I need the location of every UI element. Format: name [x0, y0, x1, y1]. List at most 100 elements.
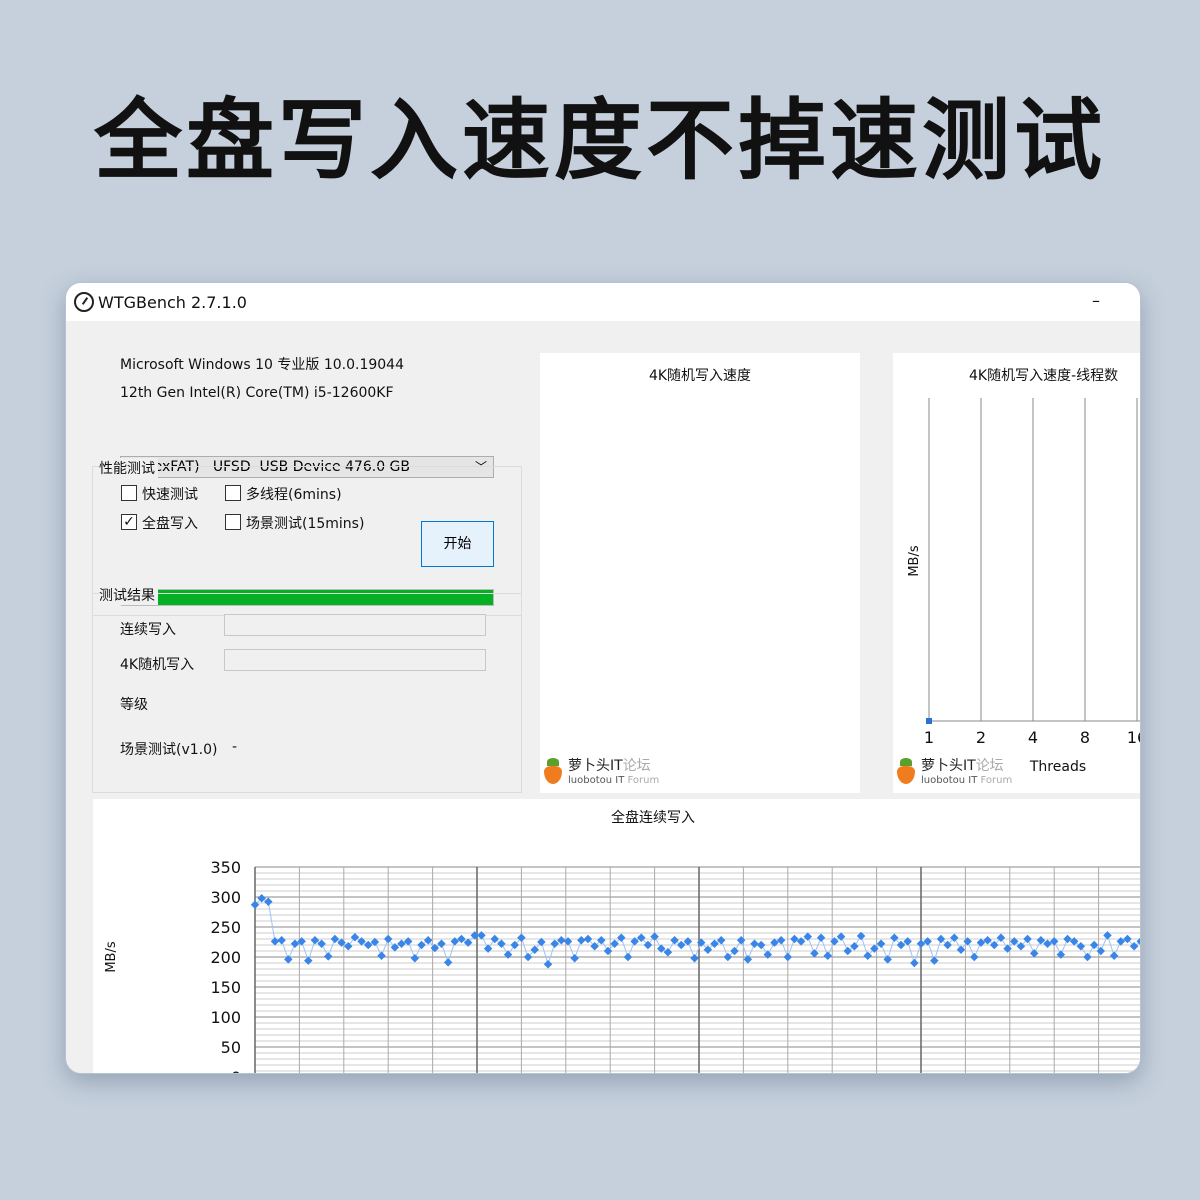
quick-test-checkbox[interactable]: 快速测试 — [121, 484, 198, 504]
data-point — [403, 937, 413, 946]
data-point — [903, 937, 912, 946]
data-point — [437, 939, 446, 949]
data-point — [497, 939, 506, 949]
data-point — [397, 939, 406, 949]
data-point — [443, 958, 453, 967]
data-point — [570, 953, 579, 963]
rand-write-label: 4K随机写入 — [120, 657, 195, 673]
chart-title: 4K随机写入速度 — [648, 368, 752, 384]
data-point — [250, 900, 260, 910]
data-point — [1009, 937, 1019, 946]
data-point — [683, 937, 693, 946]
data-point — [1109, 951, 1119, 961]
data-point — [983, 935, 992, 945]
data-point — [756, 940, 766, 950]
data-point — [663, 947, 673, 957]
data-point — [750, 939, 759, 949]
perf-group-label: 性能测试 — [99, 458, 158, 478]
y-tick-label: 200 — [210, 948, 241, 967]
x-tick-label: 8 — [1080, 728, 1090, 747]
data-point — [736, 935, 746, 945]
data-point — [850, 941, 859, 951]
scene-test-label: 场景测试(15mins) — [246, 516, 365, 532]
data-point — [970, 952, 979, 962]
data-point — [530, 945, 539, 955]
data-point — [657, 944, 666, 953]
chart-title: 全盘连续写入 — [611, 810, 695, 826]
y-tick-label: 100 — [210, 1008, 241, 1027]
data-point — [1089, 940, 1099, 950]
data-point — [930, 956, 939, 965]
data-point — [836, 932, 846, 941]
data-point — [1056, 950, 1066, 959]
client-area: Microsoft Windows 10 专业版 10.0.19044 12th… — [66, 321, 1141, 1073]
data-point — [277, 935, 286, 945]
data-point — [796, 937, 806, 946]
minimize-button[interactable]: – — [1092, 291, 1100, 310]
threads-chart: 4K随机写入速度-线程数 1 2 4 8 16 MB/s Threads 萝卜头IT论坛 lu… — [893, 353, 1141, 793]
checkbox-box[interactable]: ✓ — [121, 514, 137, 530]
data-point — [1116, 937, 1126, 946]
data-point — [1096, 946, 1106, 956]
full-write-checkbox[interactable]: ✓ 全盘写入 — [121, 513, 198, 533]
carrot-icon — [897, 757, 915, 784]
data-point — [383, 934, 393, 944]
checkbox-box[interactable] — [225, 514, 241, 530]
data-point — [1136, 937, 1140, 946]
data-point — [264, 897, 273, 907]
data-point — [310, 935, 320, 945]
data-point — [963, 937, 972, 946]
data-point — [577, 935, 586, 945]
data-point — [450, 937, 460, 946]
data-point — [716, 935, 726, 945]
data-point — [590, 941, 599, 951]
drive-select-value: H: (exFAT) UFSD USB Device 476.0 GB — [124, 459, 411, 475]
title-bar: WTGBench 2.7.1.0 – — [66, 283, 1140, 321]
data-point — [1003, 944, 1012, 953]
full-write-label: 全盘写入 — [142, 516, 198, 532]
x-tick-label: 16 — [1127, 728, 1141, 747]
rand-write-chart: 4K随机写入速度 萝卜头IT论坛 luobotou IT Forum — [540, 353, 860, 793]
data-point — [370, 937, 380, 947]
data-point — [823, 951, 833, 961]
data-point — [430, 943, 440, 953]
data-point — [843, 946, 852, 956]
data-point — [783, 952, 793, 962]
data-point — [650, 932, 659, 941]
data-point — [743, 955, 753, 964]
data-point — [343, 941, 353, 951]
data-point — [763, 950, 773, 959]
multi-thread-checkbox[interactable]: 多线程(6mins) — [225, 484, 342, 504]
data-point — [810, 949, 819, 958]
seq-write-value — [224, 614, 486, 636]
threads-plot: 1 2 4 8 16 MB/s Threads — [907, 398, 1141, 775]
data-point — [490, 934, 500, 944]
data-point — [976, 938, 986, 947]
multi-thread-label: 多线程(6mins) — [246, 487, 342, 503]
data-point — [926, 718, 932, 724]
data-point — [377, 951, 386, 961]
x-tick-label: 1 — [924, 728, 934, 747]
carrot-icon — [544, 757, 562, 784]
data-point — [1036, 935, 1046, 945]
data-point — [1076, 941, 1086, 951]
start-button[interactable]: 开始 — [421, 521, 494, 567]
data-point — [357, 937, 366, 946]
data-point — [324, 952, 333, 961]
data-point — [304, 956, 313, 965]
grade-label: 等级 — [120, 697, 148, 713]
data-point — [923, 937, 932, 946]
drive-select[interactable]: H: (exFAT) UFSD USB Device 476.0 GB ﹀ — [120, 456, 494, 478]
scene-test-checkbox[interactable]: 场景测试(15mins) — [225, 513, 364, 533]
quick-test-label: 快速测试 — [142, 487, 198, 503]
data-point — [776, 935, 786, 945]
data-point — [630, 937, 639, 946]
data-point — [317, 939, 326, 949]
data-point — [690, 953, 699, 963]
checkbox-box[interactable] — [225, 485, 241, 501]
data-point — [696, 938, 706, 947]
data-point — [284, 955, 293, 964]
rand-write-value — [224, 649, 486, 671]
series-line — [254, 897, 1140, 966]
checkbox-box[interactable] — [121, 485, 137, 501]
